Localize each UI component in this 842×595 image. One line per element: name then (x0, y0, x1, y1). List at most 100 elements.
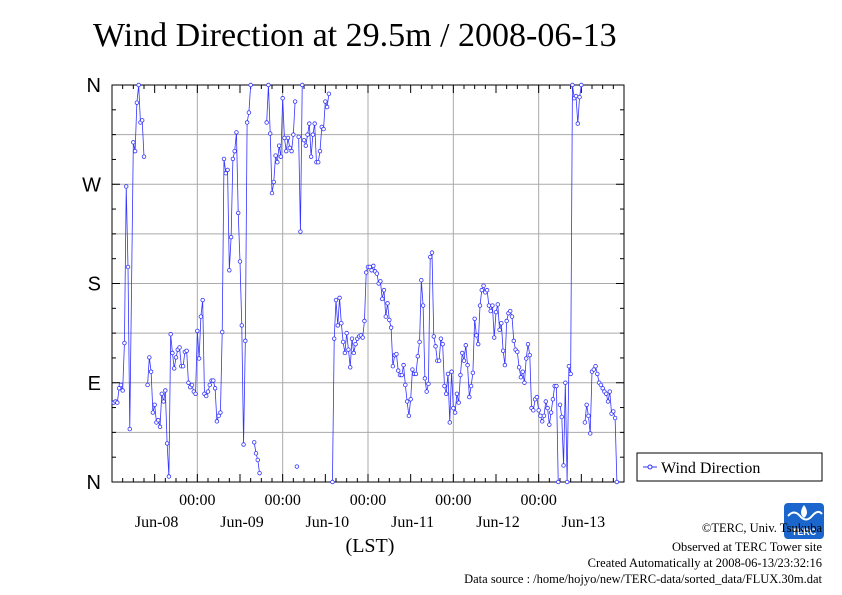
data-point (227, 268, 232, 273)
x-day-label: Jun-12 (476, 514, 520, 531)
data-point (456, 400, 461, 405)
data-point (266, 82, 271, 88)
data-point (271, 179, 276, 185)
data-point (440, 341, 445, 347)
data-point (125, 264, 131, 270)
data-point (472, 316, 477, 321)
data-point (340, 339, 346, 345)
data-point (310, 132, 316, 137)
data-point (177, 345, 182, 350)
y-tick-label: N (87, 75, 101, 97)
data-point (305, 132, 310, 137)
data-point (577, 94, 582, 100)
x-day-label: Jun-11 (391, 514, 434, 531)
data-point (584, 402, 589, 408)
data-point (536, 408, 541, 413)
data-point (492, 335, 497, 340)
data-point (607, 389, 612, 394)
data-point (593, 364, 598, 369)
data-point (547, 422, 552, 427)
data-point (556, 479, 561, 485)
data-point (465, 362, 470, 368)
data-point (488, 308, 493, 314)
data-point (550, 397, 556, 402)
data-point (205, 389, 211, 394)
data-point (239, 323, 244, 328)
data-point (422, 376, 428, 381)
data-point (476, 341, 481, 347)
data-point (428, 254, 433, 260)
data-point (264, 120, 269, 125)
footer-created: Created Automatically at 2008-06-13/23:3… (588, 556, 822, 570)
data-point (236, 210, 241, 216)
data-point (531, 408, 536, 413)
data-point (326, 91, 332, 97)
data-point (131, 140, 136, 145)
data-point (401, 362, 406, 368)
data-point (170, 350, 175, 356)
data-point (291, 132, 296, 137)
data-point (369, 268, 374, 273)
data-point (429, 250, 435, 255)
data-point (511, 338, 516, 344)
data-point (406, 413, 412, 419)
data-point (156, 418, 161, 423)
footer-observed: Observed at TERC Tower site (672, 540, 822, 554)
logo-wave-icon (787, 510, 823, 521)
data-point (598, 382, 604, 388)
data-point (196, 356, 202, 361)
data-point (404, 399, 410, 404)
data-point (447, 420, 452, 425)
data-point (124, 184, 129, 189)
data-point (525, 341, 531, 347)
data-point (490, 303, 495, 308)
y-tick-label: W (82, 174, 101, 196)
x-tick-time-label: 00:00 (350, 492, 386, 509)
data-point (543, 399, 548, 404)
data-point (294, 464, 300, 469)
data-point (243, 338, 248, 344)
data-point (116, 386, 122, 391)
y-tick-label: E (88, 373, 101, 395)
data-point (591, 367, 596, 372)
data-point (145, 382, 150, 388)
data-point (330, 479, 335, 485)
data-point (564, 479, 570, 485)
data-point (333, 297, 339, 303)
data-point (431, 334, 436, 339)
data-point (588, 431, 593, 436)
data-point (477, 303, 483, 308)
data-point (378, 279, 383, 284)
data-point (364, 270, 369, 275)
data-point (216, 413, 221, 419)
data-point (388, 325, 394, 330)
data-point (396, 368, 401, 373)
data-point (211, 378, 216, 383)
data-point (415, 354, 420, 359)
data-point (339, 321, 344, 326)
terc-logo: TERC (784, 503, 824, 539)
axis-ticks (112, 84, 624, 483)
data-point (348, 365, 353, 370)
data-point (573, 93, 579, 99)
data-point (221, 156, 227, 162)
data-point (445, 371, 451, 377)
data-point (232, 148, 237, 154)
data-point (570, 82, 575, 88)
data-point (223, 171, 228, 176)
x-tick-time-label: 00:00 (264, 492, 300, 509)
data-point (554, 383, 559, 389)
data-point (582, 420, 588, 425)
data-point (540, 419, 545, 424)
data-point (566, 364, 572, 369)
data-point (541, 413, 547, 419)
data-point (497, 327, 502, 333)
series-line-segment (147, 84, 252, 477)
data-point (385, 301, 390, 306)
data-point (403, 382, 408, 388)
data-point (298, 229, 303, 234)
data-point (122, 340, 127, 346)
data-point (458, 372, 463, 378)
data-point (257, 470, 262, 476)
